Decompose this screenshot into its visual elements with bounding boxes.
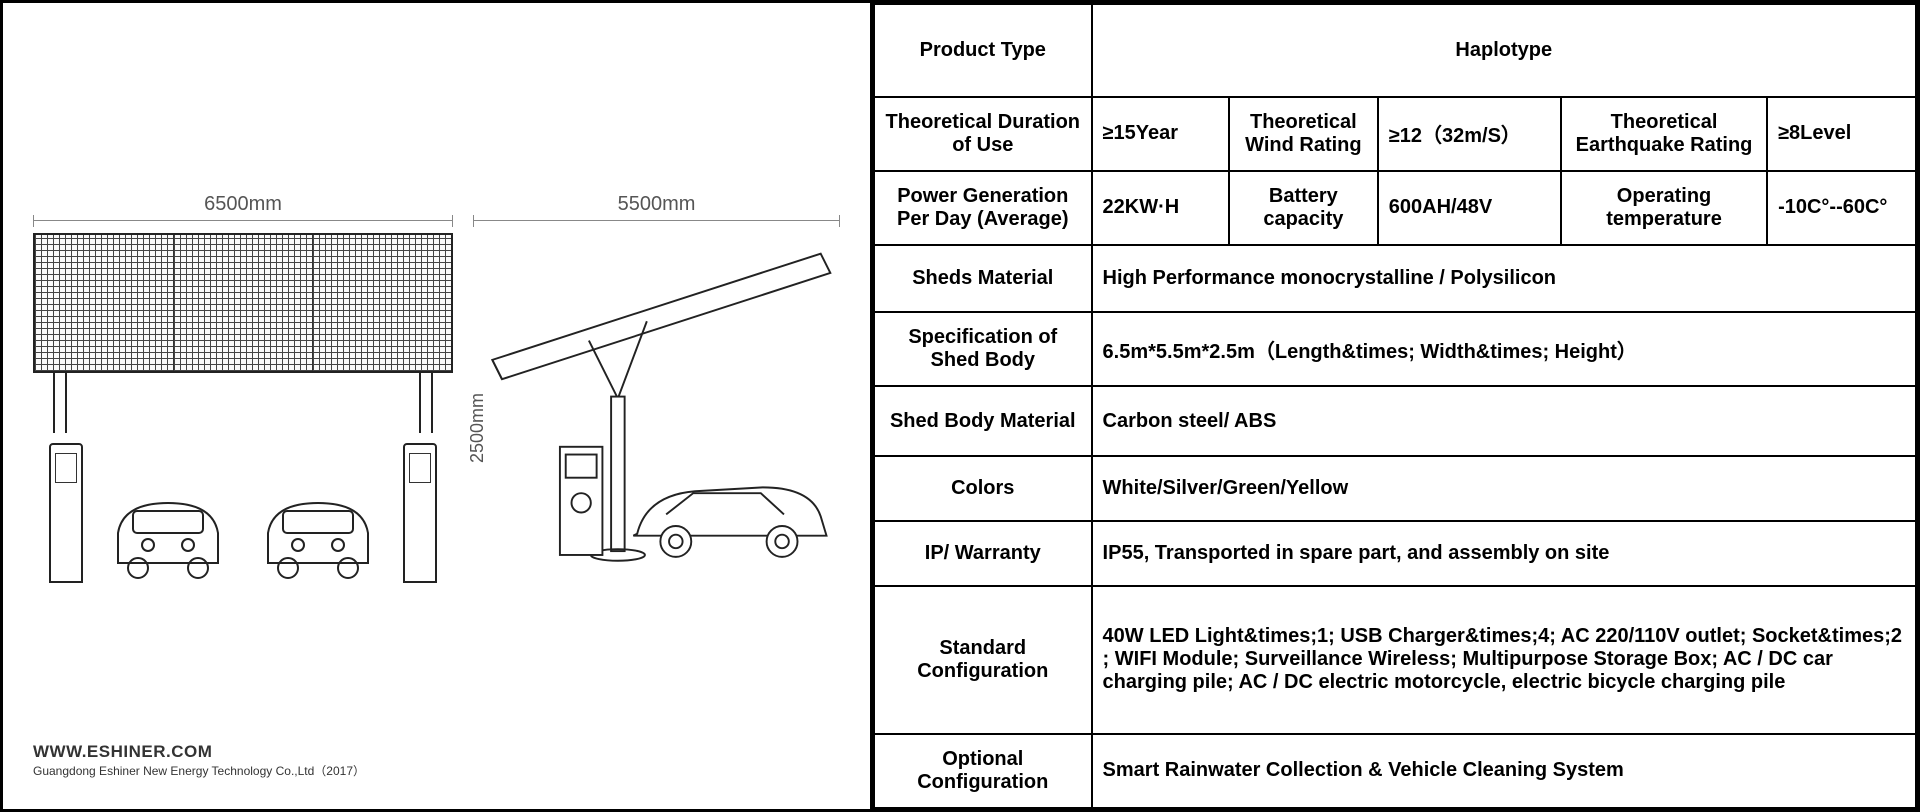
charger-icon: [403, 443, 437, 583]
charger-icon: [49, 443, 83, 583]
spec-table-panel: Product Type Haplotype Theoretical Durat…: [873, 3, 1917, 809]
opt-config-label: Optional Configuration: [874, 734, 1092, 808]
power-value: 22KW·H: [1092, 171, 1229, 245]
width-dimension: 6500mm: [33, 193, 453, 216]
duration-value: ≥15Year: [1092, 97, 1229, 171]
car-front-icon: [103, 473, 233, 583]
battery-value: 600AH/48V: [1378, 171, 1561, 245]
body-mat-value: Carbon steel/ ABS: [1092, 386, 1916, 456]
drawings-row: 2500mm: [33, 233, 840, 593]
wind-value: ≥12（32m/S）: [1378, 97, 1561, 171]
height-dimension: 2500mm: [467, 273, 488, 583]
ip-value: IP55, Transported in spare part, and ass…: [1092, 521, 1916, 586]
temp-label: Operating temperature: [1561, 171, 1767, 245]
std-config-label: Standard Configuration: [874, 586, 1092, 734]
solar-panel-front: [33, 233, 453, 373]
company-label: Guangdong Eshiner New Energy Technology …: [33, 762, 365, 779]
battery-label: Battery capacity: [1229, 171, 1378, 245]
product-type-header: Product Type: [874, 4, 1092, 97]
colors-value: White/Silver/Green/Yellow: [1092, 456, 1916, 521]
spec-body-value: 6.5m*5.5m*2.5m（Length&times; Width&times…: [1092, 312, 1916, 386]
body-mat-label: Shed Body Material: [874, 386, 1092, 456]
footer-credits: WWW.ESHINER.COM Guangdong Eshiner New En…: [33, 742, 365, 779]
spec-body-label: Specification of Shed Body: [874, 312, 1092, 386]
quake-value: ≥8Level: [1767, 97, 1916, 171]
haplotype-header: Haplotype: [1092, 4, 1916, 97]
page-container: 6500mm 5500mm: [0, 0, 1920, 812]
colors-label: Colors: [874, 456, 1092, 521]
quake-label: Theoretical Earthquake Rating: [1561, 97, 1767, 171]
side-view-svg: [473, 233, 840, 593]
car-front-icon: [253, 473, 383, 583]
website-label: WWW.ESHINER.COM: [33, 742, 365, 762]
technical-drawing-panel: 6500mm 5500mm: [3, 3, 873, 809]
front-elevation: [33, 233, 453, 593]
opt-config-value: Smart Rainwater Collection & Vehicle Cle…: [1092, 734, 1916, 808]
std-config-value: 40W LED Light&times;1; USB Charger&times…: [1092, 586, 1916, 734]
spec-table: Product Type Haplotype Theoretical Durat…: [873, 3, 1917, 809]
wind-label: Theoretical Wind Rating: [1229, 97, 1378, 171]
duration-label: Theoretical Duration of Use: [874, 97, 1092, 171]
depth-dimension: 5500mm: [473, 193, 840, 216]
temp-value: -10C°--60C°: [1767, 171, 1916, 245]
power-label: Power Generation Per Day (Average): [874, 171, 1092, 245]
sheds-mat-label: Sheds Material: [874, 245, 1092, 312]
dimension-labels-top: 6500mm 5500mm: [33, 193, 840, 221]
ip-label: IP/ Warranty: [874, 521, 1092, 586]
side-elevation: 2500mm: [473, 233, 840, 593]
sheds-mat-value: High Performance monocrystalline / Polys…: [1092, 245, 1916, 312]
